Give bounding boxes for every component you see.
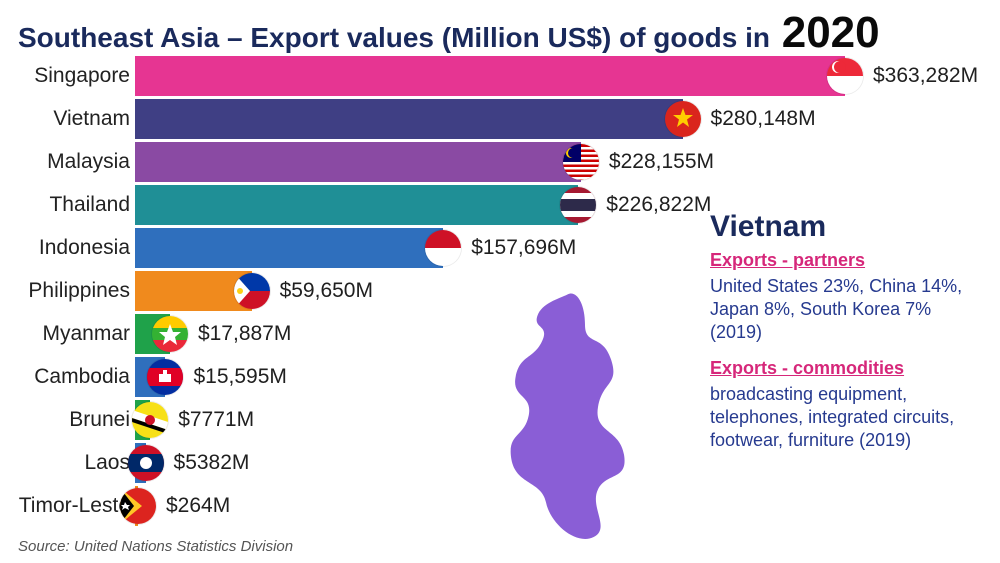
country-label: Vietnam (0, 107, 135, 131)
country-label: Philippines (0, 279, 135, 303)
highlight-panel: Vietnam Exports - partners United States… (710, 210, 980, 466)
value-label: $363,282M (873, 64, 978, 88)
highlight-heading: Exports - partners (710, 250, 980, 271)
thailand-flag-icon (560, 187, 596, 223)
malaysia-flag-icon (563, 144, 599, 180)
highlight-section-1: Exports - commodities broadcasting equip… (710, 358, 980, 452)
value-label: $280,148M (711, 107, 816, 131)
bar (135, 486, 138, 526)
country-label: Timor-Leste (0, 494, 135, 518)
laos-flag-icon (128, 445, 164, 481)
bar (135, 185, 578, 225)
singapore-flag-icon (827, 58, 863, 94)
timor-flag-icon (120, 488, 156, 524)
source-attribution: Source: United Nations Statistics Divisi… (18, 538, 293, 555)
highlight-body: United States 23%, China 14%, Japan 8%, … (710, 275, 980, 344)
bar-area: $280,148M (135, 97, 1000, 140)
country-label: Indonesia (0, 236, 135, 260)
table-row: Malaysia $228,155M (0, 140, 1000, 183)
cambodia-flag-icon (147, 359, 183, 395)
highlight-heading: Exports - commodities (710, 358, 980, 379)
bar (135, 99, 683, 139)
indonesia-flag-icon (425, 230, 461, 266)
bar-area: $363,282M (135, 54, 1000, 97)
bar (135, 271, 252, 311)
bar (135, 142, 581, 182)
chart-title: Southeast Asia – Export values (Million … (18, 8, 880, 58)
bar (135, 56, 845, 96)
bar (135, 443, 146, 483)
myanmar-flag-icon (152, 316, 188, 352)
bar (135, 400, 150, 440)
country-label: Singapore (0, 64, 135, 88)
highlight-body: broadcasting equipment, telephones, inte… (710, 383, 980, 452)
table-row: Vietnam $280,148M (0, 97, 1000, 140)
bar (135, 314, 170, 354)
value-label: $59,650M (280, 279, 373, 303)
philippines-flag-icon (234, 273, 270, 309)
value-label: $5382M (174, 451, 250, 475)
title-prefix: Southeast Asia – Export values (Million … (18, 22, 770, 53)
brunei-flag-icon (132, 402, 168, 438)
value-label: $15,595M (193, 365, 286, 389)
table-row: Singapore $363,282M (0, 54, 1000, 97)
vietnam-flag-icon (665, 101, 701, 137)
bar-area: $228,155M (135, 140, 1000, 183)
country-label: Laos (0, 451, 135, 475)
value-label: $264M (166, 494, 230, 518)
bar (135, 228, 443, 268)
title-year: 2020 (782, 8, 880, 57)
value-label: $7771M (178, 408, 254, 432)
highlight-section-0: Exports - partners United States 23%, Ch… (710, 250, 980, 344)
value-label: $228,155M (609, 150, 714, 174)
value-label: $226,822M (606, 193, 711, 217)
country-label: Cambodia (0, 365, 135, 389)
country-label: Malaysia (0, 150, 135, 174)
country-map-icon (475, 290, 695, 550)
bar (135, 357, 165, 397)
country-label: Thailand (0, 193, 135, 217)
highlight-country: Vietnam (710, 210, 980, 244)
value-label: $17,887M (198, 322, 291, 346)
country-label: Myanmar (0, 322, 135, 346)
country-label: Brunei (0, 408, 135, 432)
value-label: $157,696M (471, 236, 576, 260)
